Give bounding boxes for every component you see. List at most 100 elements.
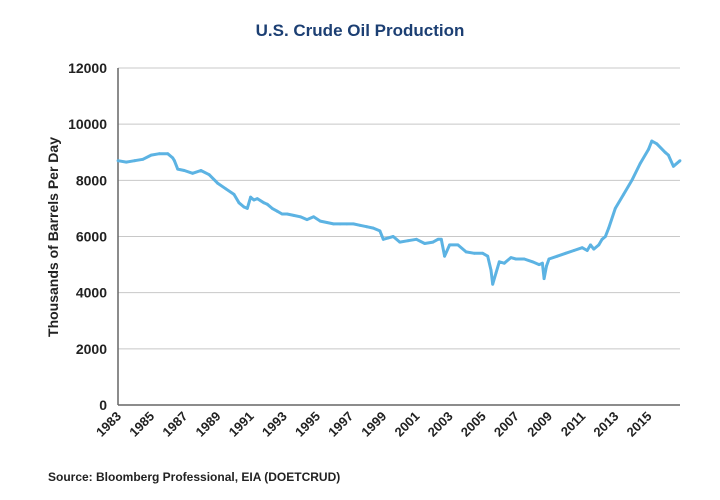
- data-point: [285, 212, 289, 216]
- y-tick-label: 12000: [68, 60, 107, 76]
- data-point: [237, 201, 241, 205]
- data-point: [663, 150, 667, 154]
- data-point: [481, 251, 485, 255]
- data-point: [638, 162, 642, 165]
- data-point: [630, 178, 634, 182]
- data-point: [265, 202, 269, 206]
- data-point: [398, 240, 402, 244]
- data-point: [245, 207, 249, 210]
- x-tick-label: 2011: [558, 409, 589, 440]
- data-point: [585, 249, 589, 252]
- data-points: [116, 139, 682, 286]
- x-tick-label: 1999: [358, 409, 389, 440]
- x-tick-label: 1997: [325, 409, 356, 440]
- source-note: Source: Bloomberg Professional, EIA (DOE…: [48, 470, 341, 484]
- data-point: [358, 223, 362, 227]
- y-tick-label: 6000: [76, 229, 107, 245]
- data-point: [173, 159, 176, 163]
- data-point: [280, 212, 284, 216]
- data-point: [158, 152, 161, 156]
- data-point: [522, 257, 526, 261]
- data-point: [352, 222, 355, 226]
- data-point: [299, 215, 302, 219]
- x-tick-label: 2013: [590, 409, 621, 440]
- data-point: [133, 159, 137, 163]
- data-point: [489, 268, 493, 272]
- data-point: [305, 218, 309, 222]
- data-point: [473, 251, 476, 255]
- data-point: [216, 181, 219, 185]
- data-point: [423, 242, 427, 245]
- data-point: [672, 164, 675, 168]
- data-point: [555, 254, 559, 258]
- data-point: [312, 215, 315, 219]
- data-point: [678, 159, 682, 163]
- data-point: [592, 247, 596, 251]
- gridlines: [117, 67, 680, 406]
- x-tick-label: 2015: [624, 409, 655, 440]
- y-tick-label: 2000: [76, 341, 107, 357]
- y-axis-ticks: 0 2000 4000 6000 8000 10000 12000: [68, 60, 107, 413]
- y-tick-label: 8000: [76, 172, 107, 188]
- data-point: [456, 243, 460, 247]
- x-tick-label: 1987: [159, 409, 190, 440]
- data-point: [650, 139, 654, 143]
- data-point: [391, 235, 395, 238]
- data-point: [537, 263, 541, 266]
- data-point: [252, 198, 256, 202]
- data-point: [325, 221, 329, 224]
- y-tick-label: 10000: [68, 116, 107, 132]
- x-tick-label: 1989: [193, 409, 224, 440]
- x-tick-label: 2007: [491, 409, 522, 440]
- data-point: [443, 254, 446, 258]
- data-point: [232, 193, 236, 196]
- data-point: [542, 277, 546, 280]
- data-point: [667, 153, 670, 157]
- data-point: [116, 159, 120, 163]
- data-point: [531, 260, 534, 264]
- x-tick-label: 1995: [292, 409, 323, 440]
- data-point: [124, 160, 128, 164]
- data-point: [365, 225, 369, 229]
- data-point: [655, 142, 659, 146]
- data-point: [149, 153, 153, 157]
- series-line-crude-oil-production: [117, 139, 681, 286]
- data-point: [545, 264, 548, 268]
- data-point: [415, 237, 418, 241]
- data-point: [141, 157, 145, 161]
- data-point: [547, 257, 551, 261]
- data-point: [572, 249, 576, 252]
- chart-title: U.S. Crude Oil Production: [255, 21, 465, 40]
- data-point: [647, 148, 650, 151]
- data-point: [270, 207, 274, 210]
- data-point: [509, 256, 513, 259]
- data-point: [431, 240, 435, 244]
- data-point: [318, 219, 322, 223]
- x-tick-label: 2009: [524, 409, 555, 440]
- data-point: [199, 169, 203, 172]
- data-point: [448, 243, 451, 247]
- data-point: [338, 222, 342, 226]
- x-tick-label: 2003: [425, 409, 456, 440]
- data-point: [514, 257, 518, 261]
- data-point: [600, 237, 604, 241]
- x-tick-label: 1985: [126, 409, 157, 440]
- y-tick-label: 4000: [76, 285, 107, 301]
- data-point: [541, 261, 544, 265]
- data-point: [439, 237, 443, 241]
- x-tick-label: 1993: [259, 409, 290, 440]
- data-point: [580, 246, 584, 250]
- data-point: [497, 260, 501, 264]
- data-point: [171, 156, 175, 160]
- data-point: [589, 243, 592, 247]
- data-point: [406, 239, 410, 243]
- data-point: [613, 207, 617, 210]
- data-point: [486, 254, 490, 258]
- data-point: [491, 282, 495, 286]
- data-point: [191, 171, 195, 175]
- data-point: [464, 250, 468, 254]
- data-point: [622, 193, 625, 196]
- data-point: [494, 271, 498, 275]
- data-point: [332, 222, 335, 226]
